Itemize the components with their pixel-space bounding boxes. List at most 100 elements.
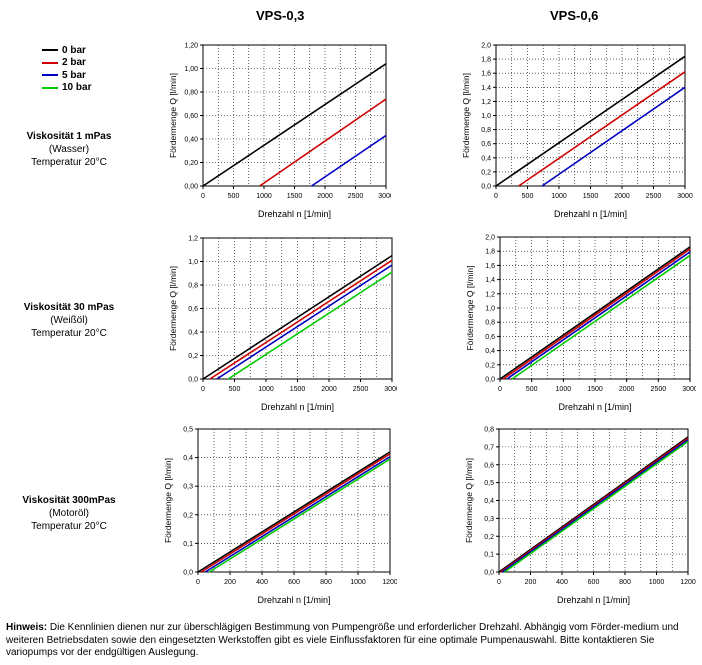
- y-axis-label: Fördermenge Q [l/min]: [465, 265, 475, 350]
- x-tick-label: 400: [256, 579, 268, 586]
- y-tick-label: 1,0: [188, 259, 198, 266]
- y-tick-label: 2,0: [485, 235, 495, 242]
- x-axis-label: Drehzahl n [1/min]: [558, 402, 631, 412]
- y-tick-label: 0,8: [484, 427, 494, 434]
- y-tick-label: 0,0: [484, 570, 494, 577]
- x-tick-label: 1000: [649, 579, 665, 586]
- series-line-2bar: [518, 71, 686, 187]
- y-tick-label: 0,2: [183, 512, 193, 519]
- x-tick-label: 2500: [348, 193, 364, 200]
- y-tick-label: 0,5: [183, 427, 193, 434]
- viscosity-label: Viskosität 300mPas: [22, 495, 116, 506]
- series-line-10bar: [227, 271, 393, 380]
- y-tick-label: 0,80: [184, 90, 198, 97]
- x-tick-label: 0: [201, 386, 205, 393]
- note-text: Die Kennlinien dienen nur zur überschläg…: [6, 622, 679, 658]
- x-tick-label: 2500: [646, 193, 662, 200]
- x-tick-label: 400: [556, 579, 568, 586]
- x-tick-label: 500: [228, 193, 240, 200]
- series-line-2bar: [500, 437, 689, 573]
- y-tick-label: 1,4: [481, 85, 491, 92]
- x-tick-label: 1000: [551, 193, 567, 200]
- x-axis-label: Drehzahl n [1/min]: [258, 209, 331, 219]
- x-tick-label: 1500: [287, 193, 303, 200]
- temperature-label: Temperatur 20°C: [31, 157, 107, 168]
- y-tick-label: 0,0: [183, 570, 193, 577]
- medium-label: (Weißöl): [50, 315, 88, 326]
- y-tick-label: 0,6: [484, 462, 494, 469]
- y-tick-label: 1,4: [485, 277, 495, 284]
- x-tick-label: 500: [229, 386, 241, 393]
- plot-area: [499, 236, 691, 380]
- x-tick-label: 200: [224, 579, 236, 586]
- y-axis-label: Fördermenge Q [l/min]: [168, 266, 178, 351]
- series-line-2bar: [259, 98, 387, 187]
- x-tick-label: 1000: [258, 386, 274, 393]
- y-tick-label: 0,3: [484, 516, 494, 523]
- legend-item-5bar: 5 bar: [42, 69, 91, 82]
- x-tick-label: 1000: [256, 193, 272, 200]
- legend-swatch: [42, 49, 58, 52]
- chart-vps03-30mpas: 0 500 1000 1500 2000 2500 3000 0,0 0,2 0,4 0,6 0,8 1…: [168, 236, 397, 413]
- x-tick-label: 1500: [290, 386, 306, 393]
- x-tick-label: 3000: [677, 193, 693, 200]
- x-tick-label: 2000: [619, 386, 635, 393]
- y-tick-label: 0,0: [485, 377, 495, 384]
- row-label-1: Viskosität 1 mPas (Wasser) Temperatur 20…: [4, 130, 134, 169]
- y-tick-label: 0,20: [184, 160, 198, 167]
- y-tick-label: 0,6: [188, 306, 198, 313]
- x-tick-label: 1000: [350, 579, 366, 586]
- viscosity-label: Viskosität 1 mPas: [26, 131, 112, 142]
- x-tick-label: 800: [619, 579, 631, 586]
- series-line-5bar: [506, 251, 691, 380]
- x-tick-label: 2000: [321, 386, 337, 393]
- x-tick-label: 500: [522, 193, 534, 200]
- series-line-0bar: [499, 246, 691, 380]
- y-tick-label: 1,0: [485, 306, 495, 313]
- y-tick-label: 1,2: [188, 236, 198, 243]
- y-tick-label: 1,20: [184, 43, 198, 50]
- legend-label: 0 bar: [62, 44, 86, 56]
- temperature-label: Temperatur 20°C: [31, 328, 107, 339]
- row-label-3: Viskosität 300mPas (Motoröl) Temperatur …: [4, 494, 134, 533]
- legend: 0 bar 2 bar 5 bar 10 bar: [42, 44, 91, 94]
- x-axis-label: Drehzahl n [1/min]: [257, 595, 330, 605]
- note-label: Hinweis:: [6, 622, 48, 633]
- x-tick-label: 0: [498, 386, 502, 393]
- y-tick-label: 0,4: [188, 330, 198, 337]
- y-tick-label: 0,6: [485, 334, 495, 341]
- series-line-0bar: [498, 436, 689, 573]
- medium-label: (Wasser): [48, 144, 90, 155]
- x-tick-label: 2000: [614, 193, 630, 200]
- chart-vps06-1mpas: 0 500 1000 1500 2000 2500 3000 0,0 0,2 0,4 0,6 0,8 1…: [462, 43, 693, 220]
- x-tick-label: 0: [196, 579, 200, 586]
- series-line-0bar: [202, 254, 393, 380]
- y-tick-label: 2,0: [481, 43, 491, 50]
- legend-swatch: [42, 74, 58, 77]
- x-tick-label: 0: [201, 193, 205, 200]
- medium-label: (Motoröl): [48, 508, 89, 519]
- y-tick-label: 1,2: [485, 291, 495, 298]
- plot-area: [197, 428, 391, 573]
- y-tick-label: 0,4: [183, 455, 193, 462]
- x-tick-label: 1000: [556, 386, 572, 393]
- header-vps03: VPS-0,3: [256, 8, 305, 23]
- x-tick-label: 3000: [682, 386, 696, 393]
- x-tick-label: 1500: [583, 193, 599, 200]
- y-tick-label: 0,4: [485, 348, 495, 355]
- x-axis-label: Drehzahl n [1/min]: [557, 595, 630, 605]
- x-tick-label: 0: [494, 193, 498, 200]
- y-tick-label: 1,00: [184, 66, 198, 73]
- x-tick-label: 0: [497, 579, 501, 586]
- y-axis-label: Fördermenge Q [l/min]: [163, 458, 173, 543]
- chart-vps03-300mpas: 0 200 400 600 800 1000 1200 0,0 0,1 0,2 0,3 0,4 0,5 D…: [163, 427, 397, 606]
- y-tick-label: 0,3: [183, 484, 193, 491]
- x-tick-label: 200: [525, 579, 537, 586]
- series-line-10bar: [504, 440, 689, 573]
- series-line-0bar: [495, 55, 686, 187]
- x-tick-label: 2000: [317, 193, 333, 200]
- series-line-2bar: [200, 453, 391, 573]
- y-tick-label: 0,40: [184, 137, 198, 144]
- row-label-2: Viskosität 30 mPas (Weißöl) Temperatur 2…: [4, 301, 134, 340]
- y-tick-label: 0,4: [484, 498, 494, 505]
